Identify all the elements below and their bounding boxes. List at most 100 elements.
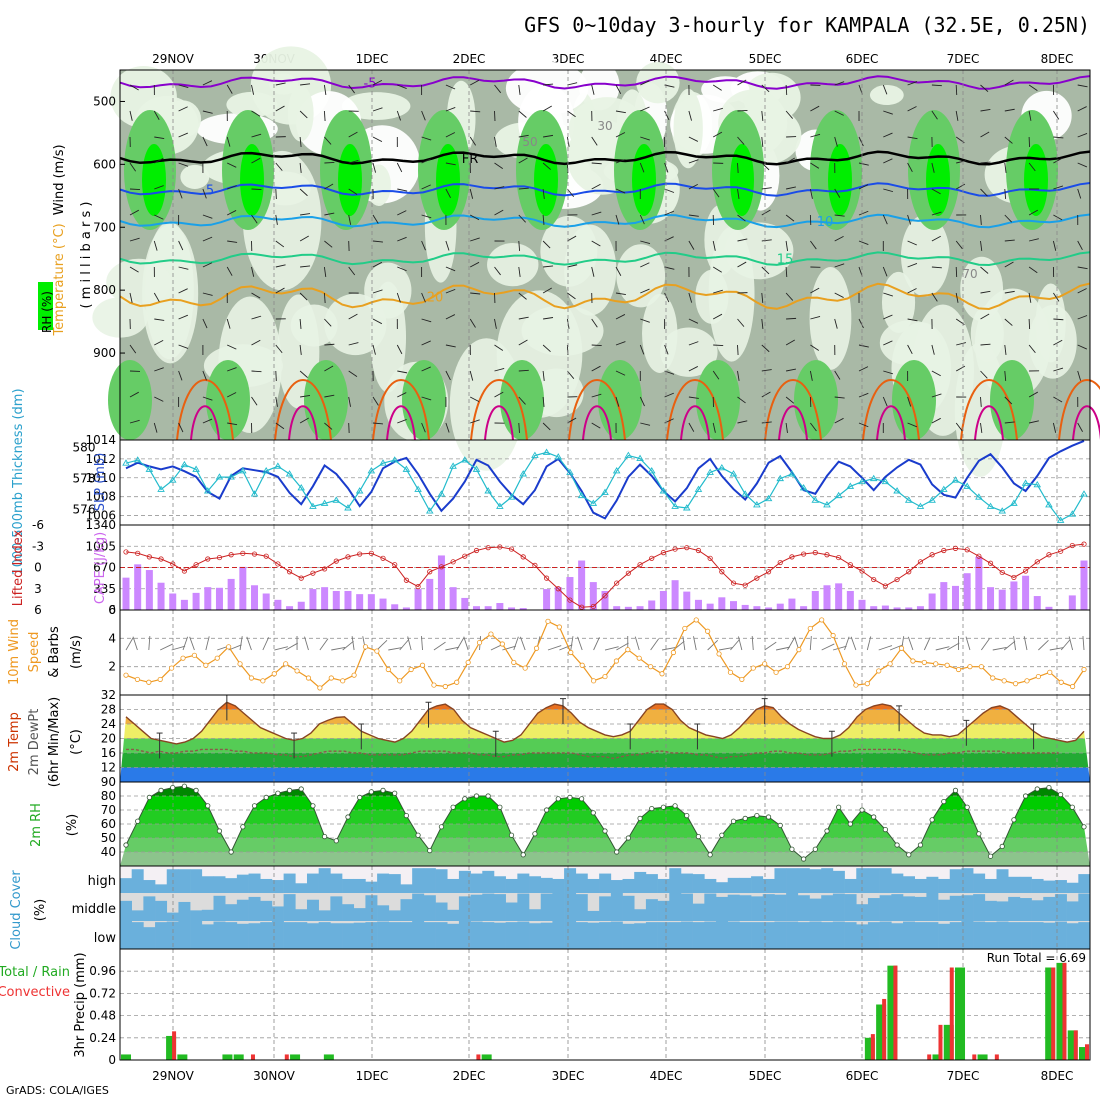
wind-barb	[129, 266, 139, 273]
rain-bar	[166, 1035, 177, 1060]
wind-barb	[761, 344, 770, 353]
wind10m-point	[876, 668, 882, 674]
wind-barb	[640, 262, 650, 268]
cloud-bar-low	[213, 921, 226, 949]
rh2m-tick-label: 60	[101, 817, 116, 831]
wind-barb	[567, 110, 576, 118]
thickness-point	[671, 502, 679, 509]
li-point	[1022, 568, 1029, 574]
wind-barb	[202, 214, 213, 219]
wind10m-barb	[1013, 636, 1017, 651]
precip-label-1: Total / Rain	[0, 965, 70, 980]
rh2m-point	[1081, 824, 1087, 830]
wind-barb	[615, 370, 626, 376]
wind-barb	[324, 422, 333, 430]
wind-barb	[1053, 318, 1064, 321]
cloud-bar-middle	[622, 895, 635, 921]
wind-barb	[1028, 266, 1038, 274]
cape-bar	[963, 573, 971, 610]
thickness-point	[355, 487, 364, 494]
li-point	[275, 561, 281, 567]
wind10m-barb	[559, 644, 573, 651]
cloud-bar-high	[552, 878, 565, 893]
rh2m-point	[497, 804, 503, 810]
wind-barb	[178, 344, 189, 349]
wind10m-point	[682, 625, 688, 632]
cloud-bar-middle	[903, 896, 915, 921]
cloud-bar-high	[458, 870, 471, 893]
cape-bar	[776, 603, 784, 610]
rh2m-point	[987, 853, 994, 859]
cape-bar	[951, 585, 959, 610]
cloud-bar-low	[260, 922, 273, 949]
wind-barb	[372, 344, 376, 355]
li-tick-label: 6	[34, 603, 42, 617]
wind-barb	[931, 211, 942, 216]
li-point	[941, 547, 947, 554]
thickness-point	[846, 482, 855, 489]
wind-barb	[202, 236, 213, 242]
rh2m-point	[871, 814, 877, 820]
rain-bar	[323, 1054, 334, 1060]
wind-barb	[639, 214, 645, 225]
wind-barb	[640, 422, 651, 426]
wind10m-barb	[342, 640, 354, 651]
cloud-bar-low	[505, 922, 518, 949]
wind-barb	[1004, 188, 1007, 200]
rh-dry-patch	[616, 244, 666, 308]
cloud-bar-low	[575, 922, 588, 949]
rain-bar	[290, 1054, 301, 1060]
cloud-bar-high	[879, 868, 892, 893]
rh2m-point	[707, 852, 713, 858]
wind-barb	[640, 240, 651, 244]
wind-barb	[518, 266, 521, 277]
rh2m-point	[135, 818, 141, 824]
wind10m-barb	[285, 642, 299, 651]
cloud-bar-high	[353, 878, 366, 893]
wind-barb	[518, 157, 528, 164]
wind10m-point	[978, 664, 984, 670]
wind10m-point	[454, 679, 460, 685]
wind-barb	[226, 266, 233, 276]
rh2m-point	[730, 818, 737, 824]
cloud-bar-high	[283, 873, 296, 893]
wind-barb	[1053, 214, 1063, 221]
wind-barb	[300, 83, 311, 86]
wind-barb	[785, 339, 795, 346]
cape-bar	[730, 601, 738, 610]
thickness-point	[203, 487, 212, 494]
li-point	[438, 564, 445, 570]
thickness-line	[125, 451, 1085, 522]
wind-barb	[227, 367, 237, 372]
cloud-bar-high	[470, 873, 483, 893]
wind-barb	[202, 110, 213, 114]
wind-barb	[1004, 239, 1015, 242]
cloud-bar-low	[610, 921, 623, 949]
wind10m-barb	[764, 641, 777, 651]
wind-barb	[421, 110, 426, 121]
rh-saturated-core	[142, 144, 166, 216]
wind10m-barb	[889, 644, 904, 651]
wind10m-barb	[1038, 639, 1049, 651]
cape-bar	[589, 582, 597, 610]
cloud-bar-high	[120, 878, 132, 893]
rh2m-point	[193, 787, 199, 794]
convective-bar	[972, 1054, 977, 1060]
wind-barb	[955, 422, 963, 432]
cloud-bar-high	[716, 882, 729, 893]
wind-barb	[299, 188, 308, 197]
wind10m-point	[773, 669, 779, 675]
li-point	[380, 555, 386, 561]
cape-bar	[1080, 560, 1088, 610]
cloud-bar-low	[493, 922, 506, 949]
cape-bar	[286, 606, 294, 610]
wind-barb	[615, 396, 620, 407]
wind10m-barb	[980, 638, 990, 651]
cloud-bar-middle	[727, 894, 740, 921]
li-point	[427, 569, 433, 575]
cloud-bar-low	[458, 921, 471, 949]
cloud-bar-middle	[540, 893, 553, 921]
thickness-point	[484, 487, 492, 494]
cloud-bar-low	[879, 921, 892, 949]
convective-bar	[1085, 1044, 1089, 1060]
